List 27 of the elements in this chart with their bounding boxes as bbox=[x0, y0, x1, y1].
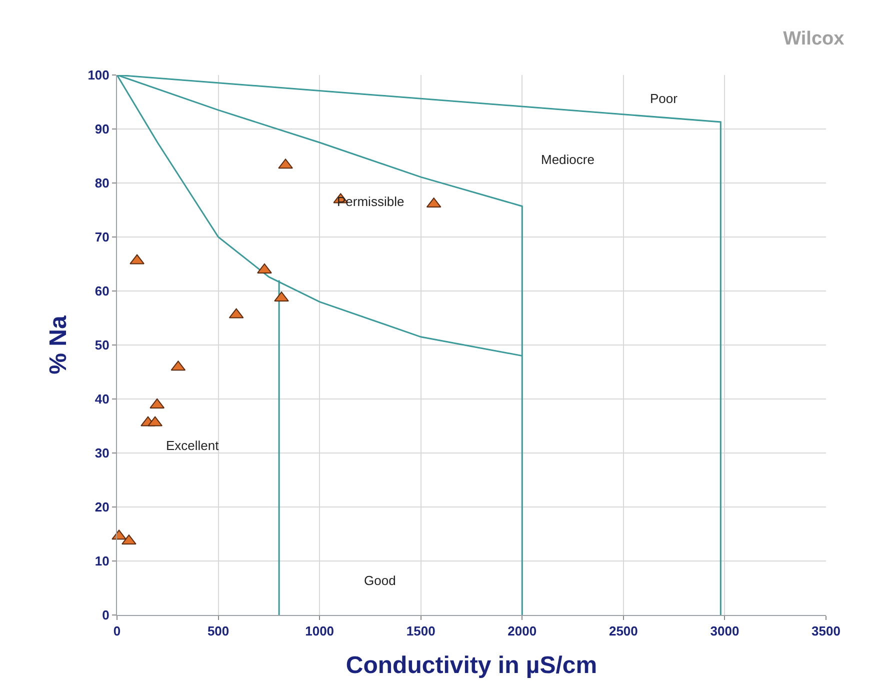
annotation: Mediocre bbox=[541, 152, 594, 167]
x-tick-label: 0 bbox=[113, 624, 121, 639]
y-tick-label: 0 bbox=[102, 608, 110, 623]
annotation: Good bbox=[364, 573, 396, 588]
y-tick-label: 20 bbox=[94, 500, 110, 515]
y-axis-title: % Na bbox=[44, 315, 72, 374]
y-tick-label: 10 bbox=[94, 554, 110, 569]
chart-title: Wilcox bbox=[783, 28, 845, 50]
y-tick-label: 90 bbox=[94, 122, 110, 137]
y-tick-label: 60 bbox=[94, 284, 110, 299]
x-axis-title: Conductivity in µS/cm bbox=[346, 652, 598, 679]
y-tick-label: 40 bbox=[94, 392, 110, 407]
x-tick-label: 2500 bbox=[608, 624, 638, 639]
x-tick-label: 3500 bbox=[812, 624, 840, 639]
y-tick-label: 70 bbox=[94, 230, 110, 245]
y-tick-label: 50 bbox=[94, 338, 110, 353]
annotation: Poor bbox=[650, 91, 678, 106]
x-tick-label: 1500 bbox=[406, 624, 436, 639]
x-tick-label: 500 bbox=[207, 624, 230, 639]
annotation: Permissible bbox=[337, 194, 404, 209]
x-tick-label: 1000 bbox=[305, 624, 334, 639]
annotation: Excellent bbox=[166, 438, 220, 453]
y-tick-label: 30 bbox=[94, 446, 110, 461]
x-tick-label: 2000 bbox=[508, 624, 537, 639]
x-tick-label: 3000 bbox=[710, 624, 740, 639]
y-tick-label: 100 bbox=[88, 68, 110, 83]
y-tick-label: 80 bbox=[94, 176, 110, 191]
